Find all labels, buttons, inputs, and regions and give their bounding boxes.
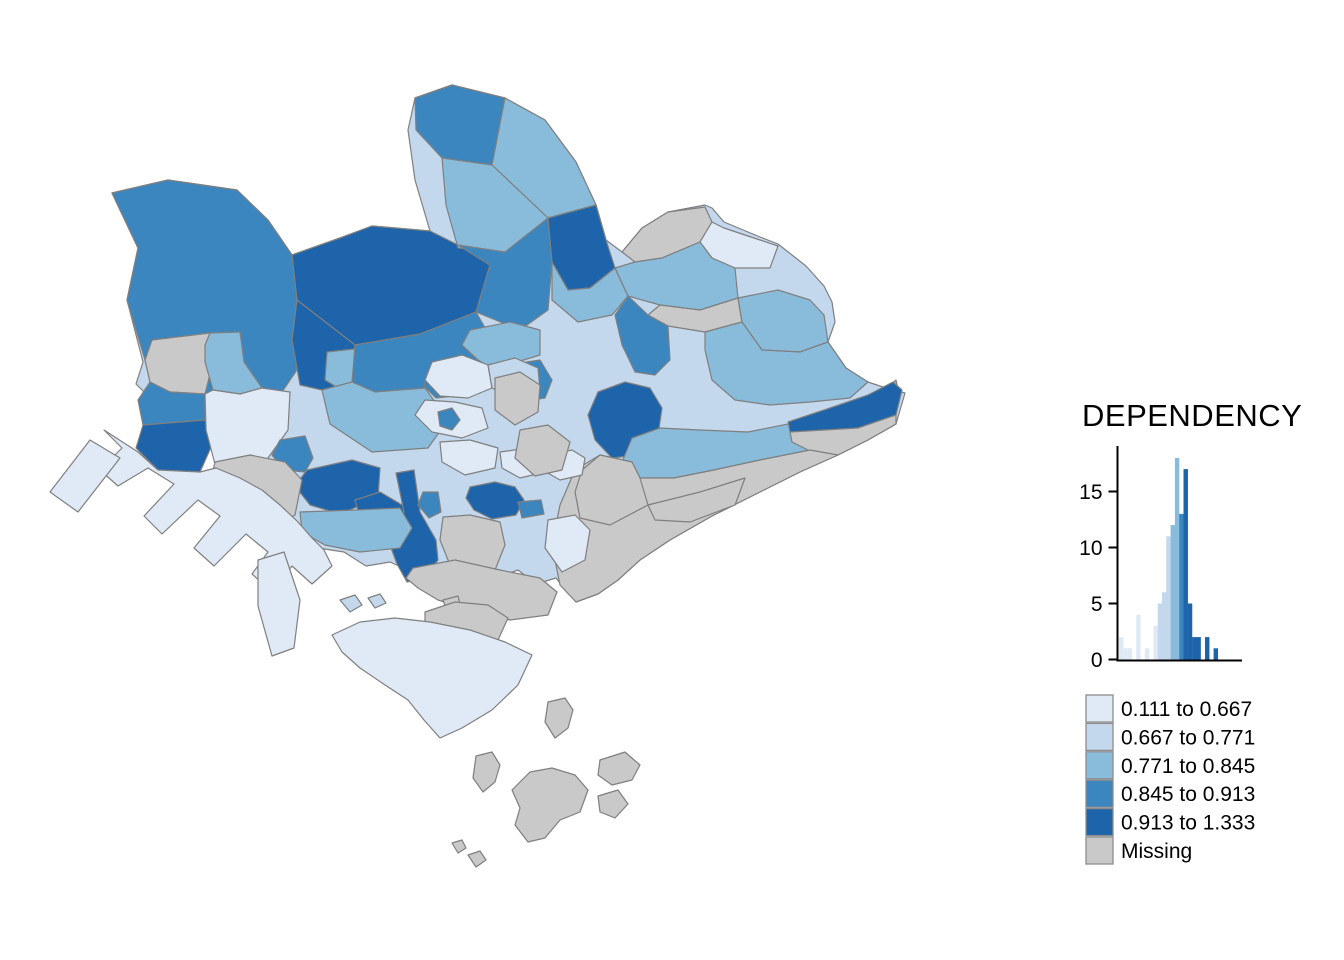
histogram-bar: [1213, 648, 1219, 660]
legend-item-label: Missing: [1121, 840, 1192, 863]
map-region-tuas-pier: [49, 439, 121, 513]
legend-histogram: 0 5 10 15: [1079, 446, 1242, 672]
legend-swatches: 0.111 to 0.667 0.667 to 0.771 0.771 to 0.8…: [1085, 694, 1255, 865]
choropleth-map: [49, 84, 906, 868]
legend-swatch-c1: [1085, 694, 1114, 723]
histogram-bar: [1162, 592, 1167, 660]
legend-item-label: 0.667 to 0.771: [1121, 726, 1255, 749]
map-region-gray-se2: [574, 454, 649, 526]
map-region-upper-bt: [321, 381, 449, 453]
map-region-cw1: [424, 354, 493, 399]
legend-swatch-missing: [1085, 836, 1114, 865]
legend-swatch-c5: [1085, 807, 1114, 837]
histogram-bar: [1144, 648, 1150, 660]
histogram-bar: [1192, 637, 1197, 660]
histogram-bar: [1127, 648, 1133, 660]
legend-swatch-c3: [1085, 751, 1114, 780]
histogram-bar: [1179, 513, 1184, 660]
map-region-tuas-pier2: [257, 551, 301, 657]
histogram-y-tick-label: 10: [1079, 537, 1102, 560]
legend-swatch-c2: [1085, 722, 1114, 752]
map-region-cw4: [439, 439, 499, 476]
histogram-y-tick-label: 0: [1091, 649, 1103, 672]
map-region-d4: [465, 481, 525, 520]
map-region-m3: [517, 499, 545, 519]
map-region-island-g: [597, 751, 641, 786]
legend-item-label: 0.845 to 0.913: [1121, 783, 1255, 806]
histogram-bar: [1183, 469, 1188, 660]
legend-swatch-c4: [1085, 779, 1114, 808]
map-region-island-c: [511, 767, 589, 843]
legend-item-label: 0.771 to 0.845: [1121, 755, 1255, 778]
map-region-sengkang: [614, 241, 739, 311]
map-region-gray-center: [494, 371, 541, 426]
histogram-bar: [1166, 536, 1171, 660]
histogram-bar: [1170, 525, 1176, 660]
histogram-bar: [1174, 457, 1180, 660]
map-region-gray-sliver: [789, 414, 897, 456]
histogram-bar: [1187, 603, 1193, 660]
map-region-island-f: [467, 850, 487, 868]
legend-item-label: 0.111 to 0.667: [1121, 698, 1252, 721]
map-region-gray-southcoast: [405, 559, 558, 621]
histogram-bar: [1136, 614, 1141, 660]
histogram-bar: [1123, 648, 1128, 660]
histogram-bar: [1196, 637, 1201, 660]
legend-item-label: 0.913 to 1.333: [1121, 812, 1255, 835]
histogram-bar: [1153, 625, 1158, 660]
map-region-yishun: [457, 217, 553, 331]
map-region-cw5: [437, 407, 461, 431]
legend-title: DEPENDENCY: [1082, 398, 1303, 433]
histogram-bar: [1119, 637, 1124, 660]
histogram-bar: [1205, 637, 1210, 660]
map-region-island-a: [544, 697, 574, 739]
histogram-bar: [1157, 603, 1163, 660]
map-region-tampines: [704, 321, 869, 406]
map-region-island-e: [451, 839, 467, 854]
map-region-islet2: [367, 593, 387, 609]
map-region-island-d: [597, 789, 629, 819]
map-region-jurong-island: [331, 617, 533, 739]
map-region-gray-se3: [647, 477, 746, 523]
map-region-c1-east: [544, 514, 591, 573]
map-region-island-b: [472, 751, 501, 793]
histogram-y-tick-label: 5: [1091, 593, 1103, 616]
map-region-m2: [417, 491, 442, 519]
map-region-islet1: [339, 594, 363, 613]
map-region-gray-center2: [514, 424, 571, 477]
map-region-seletar-c4: [614, 295, 671, 376]
histogram-y-tick-label: 15: [1079, 481, 1102, 504]
